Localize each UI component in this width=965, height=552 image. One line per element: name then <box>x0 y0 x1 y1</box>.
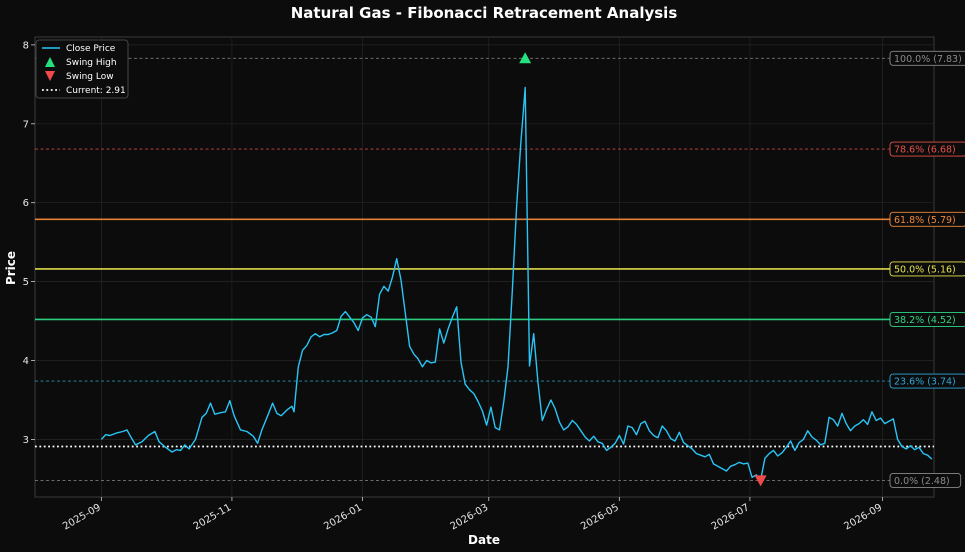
y-axis: 3 4 5 6 7 8 <box>23 40 35 446</box>
legend-label: Swing High <box>66 58 117 68</box>
fib-level-tag <box>889 472 962 488</box>
fib-level-label: 50.0% (5.16) <box>894 264 956 275</box>
y-axis-title: Price <box>4 251 18 285</box>
fib-level-tag <box>889 373 965 389</box>
legend-swing-high-swatch <box>45 57 55 67</box>
y-tick-label: 8 <box>23 40 29 51</box>
close-price-series <box>100 86 933 482</box>
legend-swing-low-swatch <box>45 71 55 81</box>
fibonacci-levels <box>35 57 934 481</box>
y-tick-label: 3 <box>23 435 29 446</box>
y-tick-label: 4 <box>23 356 29 367</box>
legend: Close Price Swing High Swing Low Current: 2… <box>35 39 129 99</box>
legend-box <box>35 39 129 99</box>
y-tick-label: 6 <box>23 198 29 209</box>
y-tick-label: 7 <box>23 119 29 130</box>
grid <box>35 37 934 497</box>
fib-level-tag <box>889 261 965 277</box>
chart-title: Natural Gas - Fibonacci Retracement Anal… <box>291 4 678 22</box>
legend-label: Current: 2.91 <box>66 86 126 96</box>
x-axis-title: Date <box>468 533 500 547</box>
legend-label: Close Price <box>66 44 116 54</box>
fib-level-tag <box>889 141 965 157</box>
swing-high-marker <box>519 52 532 64</box>
swing-low-marker <box>754 475 767 487</box>
fib-level-tag <box>889 312 965 327</box>
close-price-line <box>100 86 933 482</box>
fib-level-label: 38.2% (4.52) <box>894 315 956 326</box>
fib-level-label: 78.6% (6.68) <box>894 145 956 156</box>
legend-label: Swing Low <box>66 72 114 82</box>
swing-markers <box>519 52 767 487</box>
fib-level-label: 23.6% (3.74) <box>894 377 956 388</box>
y-tick-label: 5 <box>23 277 29 288</box>
fib-level-tag <box>889 211 965 227</box>
fib-level-tag <box>889 50 965 66</box>
fib-level-label: 61.8% (5.79) <box>894 215 956 226</box>
fib-level-label: 100.0% (7.83) <box>894 54 962 65</box>
fib-level-label: 0.0% (2.48) <box>894 476 950 487</box>
plot-area <box>34 36 935 498</box>
fibonacci-labels: 100.0% (7.83) 78.6% (6.68) 61.8% (5.79) 50.… <box>889 50 965 488</box>
